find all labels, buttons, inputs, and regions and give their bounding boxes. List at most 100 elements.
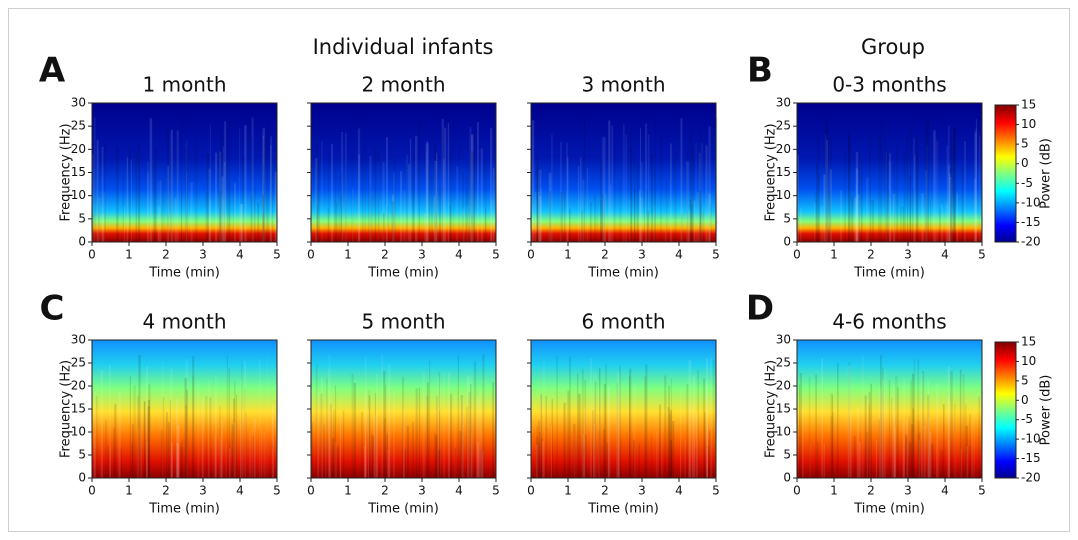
texture <box>634 156 636 242</box>
texture <box>885 151 888 242</box>
texture <box>274 171 277 242</box>
texture <box>974 178 976 242</box>
texture <box>712 360 716 478</box>
texture <box>578 393 581 478</box>
texture <box>373 415 376 478</box>
texture <box>850 410 852 478</box>
texture <box>699 131 702 242</box>
texture <box>885 150 889 242</box>
texture <box>825 117 828 242</box>
texture <box>538 170 541 242</box>
texture <box>105 420 107 478</box>
texture <box>655 430 659 478</box>
texture <box>830 415 833 478</box>
texture <box>869 133 871 242</box>
texture <box>377 161 379 242</box>
texture <box>364 445 367 478</box>
x-tick-label: 2 <box>601 248 609 262</box>
texture <box>386 433 388 478</box>
texture <box>242 156 245 242</box>
texture <box>619 179 622 242</box>
texture <box>961 165 964 242</box>
texture <box>323 424 325 478</box>
texture <box>232 187 234 242</box>
texture <box>680 390 682 478</box>
texture <box>159 180 162 242</box>
texture <box>391 201 394 242</box>
x-axis-label: Time (min) <box>587 502 659 517</box>
texture <box>473 131 476 242</box>
texture <box>981 399 985 478</box>
texture <box>672 421 674 478</box>
texture <box>146 441 148 478</box>
texture <box>946 145 948 242</box>
texture <box>560 191 563 242</box>
y-tick-label: 30 <box>776 333 791 347</box>
texture <box>205 192 208 242</box>
y-tick-label: 20 <box>71 142 86 156</box>
texture <box>209 124 211 242</box>
texture <box>137 396 140 478</box>
texture <box>670 378 672 478</box>
texture <box>258 359 261 478</box>
texture <box>92 154 94 242</box>
texture <box>403 449 406 478</box>
texture <box>317 160 320 242</box>
texture <box>959 369 962 478</box>
texture <box>695 412 698 478</box>
texture <box>92 213 95 242</box>
texture <box>184 378 187 478</box>
texture <box>576 373 579 478</box>
texture <box>665 181 668 242</box>
texture <box>908 441 911 478</box>
texture <box>568 356 571 478</box>
texture <box>710 356 712 478</box>
texture <box>847 131 850 242</box>
texture <box>466 187 468 242</box>
texture <box>857 194 860 242</box>
texture <box>426 382 429 478</box>
texture <box>619 365 621 478</box>
texture <box>653 206 656 242</box>
texture <box>699 201 702 242</box>
texture <box>351 373 354 478</box>
texture <box>591 410 595 478</box>
texture <box>651 153 653 242</box>
colorbar-tick-label: 15 <box>1021 98 1036 112</box>
y-tick-label: 10 <box>71 188 86 202</box>
texture <box>871 199 874 242</box>
texture <box>343 410 345 478</box>
texture <box>269 144 272 242</box>
y-tick-label: 25 <box>776 119 791 133</box>
texture <box>219 191 222 242</box>
texture <box>566 142 568 242</box>
texture <box>252 436 255 478</box>
texture <box>328 354 331 478</box>
spectrogram-image <box>531 340 716 478</box>
texture <box>262 214 264 242</box>
texture <box>540 188 543 242</box>
texture <box>638 443 641 478</box>
texture <box>345 162 347 242</box>
texture <box>321 377 324 478</box>
colorbar-tick-label: 5 <box>1021 137 1029 151</box>
texture <box>438 186 441 242</box>
texture <box>228 121 231 242</box>
x-tick-label: 0 <box>527 484 535 498</box>
texture <box>471 134 474 242</box>
texture <box>393 172 395 242</box>
texture <box>185 147 188 242</box>
texture <box>367 408 369 478</box>
texture <box>847 365 850 478</box>
x-tick-label: 0 <box>793 248 801 262</box>
texture <box>170 368 173 478</box>
texture <box>880 355 882 478</box>
texture <box>962 374 965 478</box>
texture <box>123 206 125 242</box>
texture <box>170 129 173 242</box>
texture <box>600 160 603 242</box>
texture <box>927 417 930 478</box>
texture <box>903 150 906 242</box>
texture <box>686 384 689 478</box>
texture <box>457 355 459 478</box>
